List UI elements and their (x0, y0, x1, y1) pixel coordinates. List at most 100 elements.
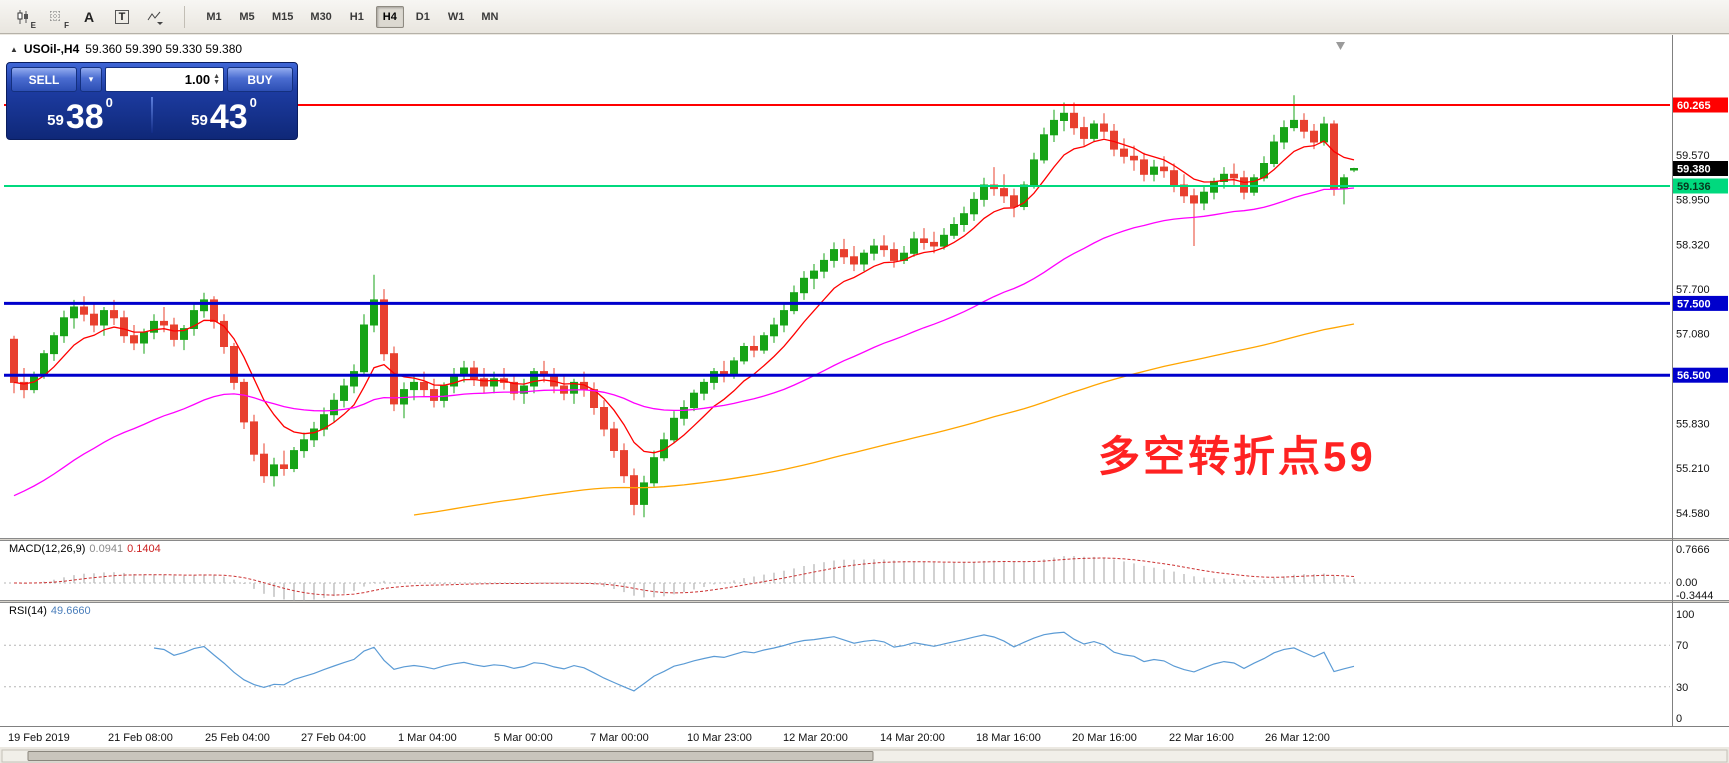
ma-fast-line (13, 138, 1355, 454)
sell-price[interactable]: 59 38 0 (11, 95, 149, 135)
chart-shift-marker[interactable] (1336, 42, 1345, 50)
ohlc-values: 59.360 59.390 59.330 59.380 (85, 42, 243, 56)
buy-price-small: 59 (191, 112, 208, 129)
sell-price-small: 59 (47, 112, 64, 129)
timeframe-m1-button[interactable]: M1 (200, 6, 228, 28)
timeframe-h4-button[interactable]: H4 (375, 5, 404, 28)
price-tag-59.380 (1673, 161, 1728, 176)
collapse-panel-icon[interactable]: ▲ (10, 44, 18, 54)
svg-text:57.700: 57.700 (1676, 284, 1710, 296)
svg-text:54.580: 54.580 (1676, 508, 1710, 520)
svg-text:58.950: 58.950 (1676, 194, 1710, 206)
rsi-name: RSI(14) (9, 605, 47, 617)
svg-text:55.210: 55.210 (1676, 463, 1710, 475)
toolbar-separator (184, 5, 185, 28)
buy-button[interactable]: BUY (227, 67, 293, 92)
timeframe-d1-button[interactable]: D1 (409, 6, 437, 28)
sell-button[interactable]: SELL (11, 67, 77, 92)
timeframe-m30-button[interactable]: M30 (304, 6, 337, 28)
svg-text:58.320: 58.320 (1676, 240, 1710, 252)
timeframe-group: M1 M5 M15 M30 H1 H4 D1 W1 MN (199, 5, 505, 28)
candles-layer (10, 95, 1358, 518)
svg-text:1 Mar 04:00: 1 Mar 04:00 (398, 732, 457, 744)
svg-text:70: 70 (1676, 640, 1688, 652)
macd-name: MACD(12,26,9) (9, 543, 86, 555)
svg-text:21 Feb 08:00: 21 Feb 08:00 (108, 732, 173, 744)
price-divider (151, 97, 153, 133)
one-click-trading-panel: SELL ▾ 1.00 ▲ ▼ BUY 59 38 0 59 43 0 (6, 62, 298, 140)
timeframe-mn-button[interactable]: MN (475, 6, 504, 28)
svg-text:55.830: 55.830 (1676, 418, 1710, 430)
svg-text:100: 100 (1676, 609, 1694, 621)
svg-text:25 Feb 04:00: 25 Feb 04:00 (205, 732, 270, 744)
svg-text:14 Mar 20:00: 14 Mar 20:00 (880, 732, 945, 744)
rsi-line (153, 631, 1355, 692)
svg-text:7 Mar 00:00: 7 Mar 00:00 (590, 732, 649, 744)
volume-dropdown-button[interactable]: ▾ (80, 67, 102, 92)
price-tag-59.136 (1673, 178, 1728, 194)
volume-up-icon[interactable]: ▲ (213, 72, 220, 80)
svg-text:26 Mar 12:00: 26 Mar 12:00 (1265, 732, 1330, 744)
trade-panel-quotes: 59 38 0 59 43 0 (11, 95, 293, 135)
svg-text:-0.3444: -0.3444 (1676, 590, 1713, 602)
rsi-value: 49.6660 (50, 605, 91, 617)
timeframe-h1-button[interactable]: H1 (343, 6, 371, 28)
svg-text:19 Feb 2019: 19 Feb 2019 (8, 732, 70, 744)
timeframe-m5-button[interactable]: M5 (233, 6, 261, 28)
volume-down-icon[interactable]: ▼ (213, 78, 220, 86)
h-scrollbar-thumb[interactable] (27, 751, 874, 761)
macd-value-main: 0.0941 (89, 543, 124, 555)
buy-price-sup: 0 (249, 95, 257, 110)
macd-label: MACD(12,26,9) 0.0941 0.1404 (9, 543, 161, 555)
price-tag-57.500 (1673, 295, 1728, 311)
svg-text:0.7666: 0.7666 (1676, 544, 1710, 556)
svg-text:59.570: 59.570 (1676, 150, 1710, 162)
volume-spinner[interactable]: ▲ ▼ (213, 72, 220, 86)
rsi-label: RSI(14) 49.6660 (9, 605, 91, 617)
svg-text:0.00: 0.00 (1676, 577, 1697, 589)
svg-text:59.136: 59.136 (1677, 181, 1711, 193)
grid-icon[interactable]: F (50, 10, 69, 30)
candlestick-style-icon[interactable]: E (8, 4, 38, 30)
price-axis: 59.570 58.950 58.320 57.700 57.080 55.830 55.2… (1672, 35, 1728, 726)
chart-canvas[interactable]: 59.570 58.950 58.320 57.700 57.080 55.830 55.2… (0, 35, 1729, 763)
price-tag-56.500 (1673, 367, 1728, 383)
buy-price[interactable]: 59 43 0 (155, 95, 293, 135)
svg-text:5 Mar 00:00: 5 Mar 00:00 (494, 732, 553, 744)
svg-text:18 Mar 16:00: 18 Mar 16:00 (976, 732, 1041, 744)
trade-panel-controls: SELL ▾ 1.00 ▲ ▼ BUY (11, 67, 293, 92)
text-box-icon[interactable]: T (107, 4, 137, 30)
ma-mid-line (13, 187, 1355, 497)
volume-field[interactable]: 1.00 ▲ ▼ (105, 67, 224, 92)
svg-text:57.080: 57.080 (1676, 329, 1710, 341)
sell-price-big: 38 (65, 98, 104, 137)
symbol-label: USOil-,H4 (23, 42, 80, 56)
chart-title: ▲ USOil-,H4 59.360 59.390 59.330 59.380 (10, 42, 242, 56)
drawing-tools-dropdown-icon[interactable] (140, 4, 170, 30)
chart-annotation-text: 多空转折点59 (1098, 433, 1376, 480)
svg-text:59.380: 59.380 (1677, 164, 1711, 176)
svg-text:56.500: 56.500 (1677, 370, 1711, 382)
chart-window[interactable]: 59.570 58.950 58.320 57.700 57.080 55.830 55.2… (0, 35, 1729, 763)
svg-text:57.500: 57.500 (1677, 298, 1711, 310)
svg-text:0: 0 (1676, 713, 1682, 725)
time-axis: 19 Feb 2019 21 Feb 08:00 25 Feb 04:00 27 Fe… (0, 726, 1729, 744)
rsi-panel (4, 631, 1670, 692)
volume-value[interactable]: 1.00 (184, 72, 211, 87)
text-label-icon[interactable]: A (83, 8, 95, 25)
svg-text:30: 30 (1676, 682, 1688, 694)
sell-price-sup: 0 (105, 95, 113, 110)
buy-price-big: 43 (209, 98, 248, 137)
macd-value-signal: 0.1404 (127, 543, 161, 555)
svg-text:12 Mar 20:00: 12 Mar 20:00 (783, 732, 848, 744)
timeframe-m15-button[interactable]: M15 (266, 6, 299, 28)
price-tag-60.265 (1673, 97, 1728, 113)
svg-text:22 Mar 16:00: 22 Mar 16:00 (1169, 732, 1234, 744)
svg-text:20 Mar 16:00: 20 Mar 16:00 (1072, 732, 1137, 744)
ma-slow-line (413, 323, 1355, 516)
timeframe-w1-button[interactable]: W1 (442, 6, 471, 28)
svg-text:27 Feb 04:00: 27 Feb 04:00 (301, 732, 366, 744)
svg-text:10 Mar 23:00: 10 Mar 23:00 (687, 732, 752, 744)
